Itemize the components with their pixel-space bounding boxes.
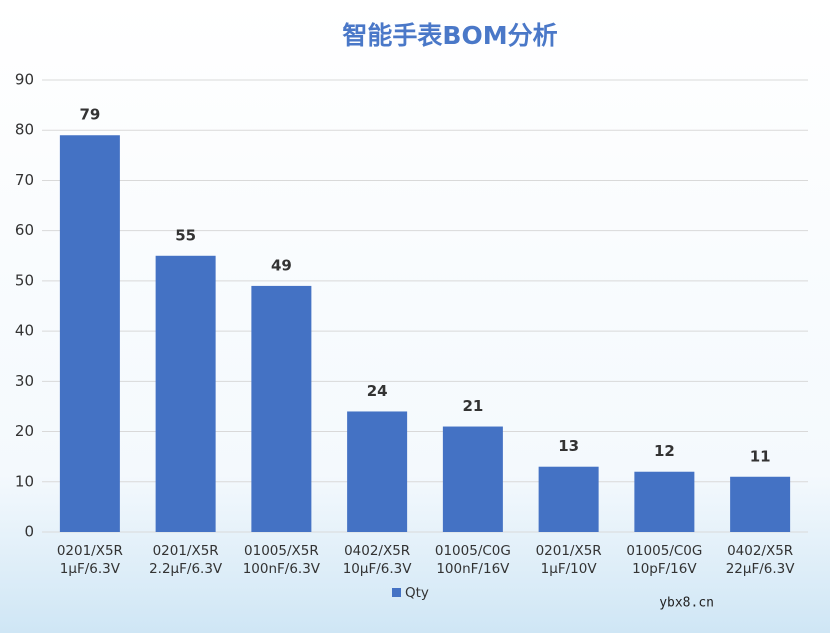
value-label: 11 (750, 447, 771, 465)
value-label: 12 (654, 442, 675, 460)
value-label: 24 (367, 382, 388, 400)
bar (538, 466, 599, 532)
chart-title: 智能手表BOM分析 (342, 21, 557, 50)
y-tick-label: 40 (15, 322, 34, 340)
y-tick-label: 70 (15, 171, 34, 189)
x-tick-label: 0201/X5R (57, 543, 123, 559)
x-tick-label: 100nF/16V (436, 561, 510, 577)
x-tick-label: 2.2μF/6.3V (149, 561, 223, 577)
bar (347, 411, 408, 532)
y-tick-label: 20 (15, 422, 34, 440)
y-tick-label: 90 (15, 71, 34, 89)
bar (730, 476, 791, 532)
x-tick-label: 0201/X5R (153, 543, 219, 559)
y-tick-label: 30 (15, 372, 34, 390)
y-tick-label: 60 (15, 221, 34, 239)
x-tick-label: 01005/C0G (435, 543, 511, 559)
y-tick-label: 10 (15, 472, 34, 490)
y-tick-label: 0 (24, 523, 34, 541)
x-tick-label: 10pF/16V (632, 561, 697, 577)
x-tick-label: 22μF/6.3V (726, 561, 796, 577)
y-tick-label: 50 (15, 271, 34, 289)
value-label: 21 (462, 397, 483, 415)
x-tick-label: 1μF/6.3V (60, 561, 121, 577)
x-tick-label: 100nF/6.3V (243, 561, 321, 577)
x-tick-label: 0201/X5R (536, 543, 602, 559)
legend-label: Qty (405, 585, 429, 601)
x-tick-label: 01005/X5R (244, 543, 319, 559)
bar (59, 135, 120, 532)
x-tick-label: 0402/X5R (727, 543, 793, 559)
x-tick-label: 0402/X5R (344, 543, 410, 559)
bar (155, 255, 216, 532)
watermark: ybx8.cn (659, 596, 714, 611)
x-tick-label: 01005/C0G (626, 543, 702, 559)
value-label: 55 (175, 226, 196, 244)
value-label: 49 (271, 256, 292, 274)
x-tick-label: 1μF/10V (541, 561, 598, 577)
bar (442, 426, 503, 532)
bar (251, 285, 312, 532)
x-tick-label: 10μF/6.3V (343, 561, 413, 577)
bar (634, 471, 695, 532)
value-label: 79 (79, 106, 100, 124)
legend-swatch (392, 588, 401, 597)
value-label: 13 (558, 437, 579, 455)
y-tick-label: 80 (15, 121, 34, 139)
